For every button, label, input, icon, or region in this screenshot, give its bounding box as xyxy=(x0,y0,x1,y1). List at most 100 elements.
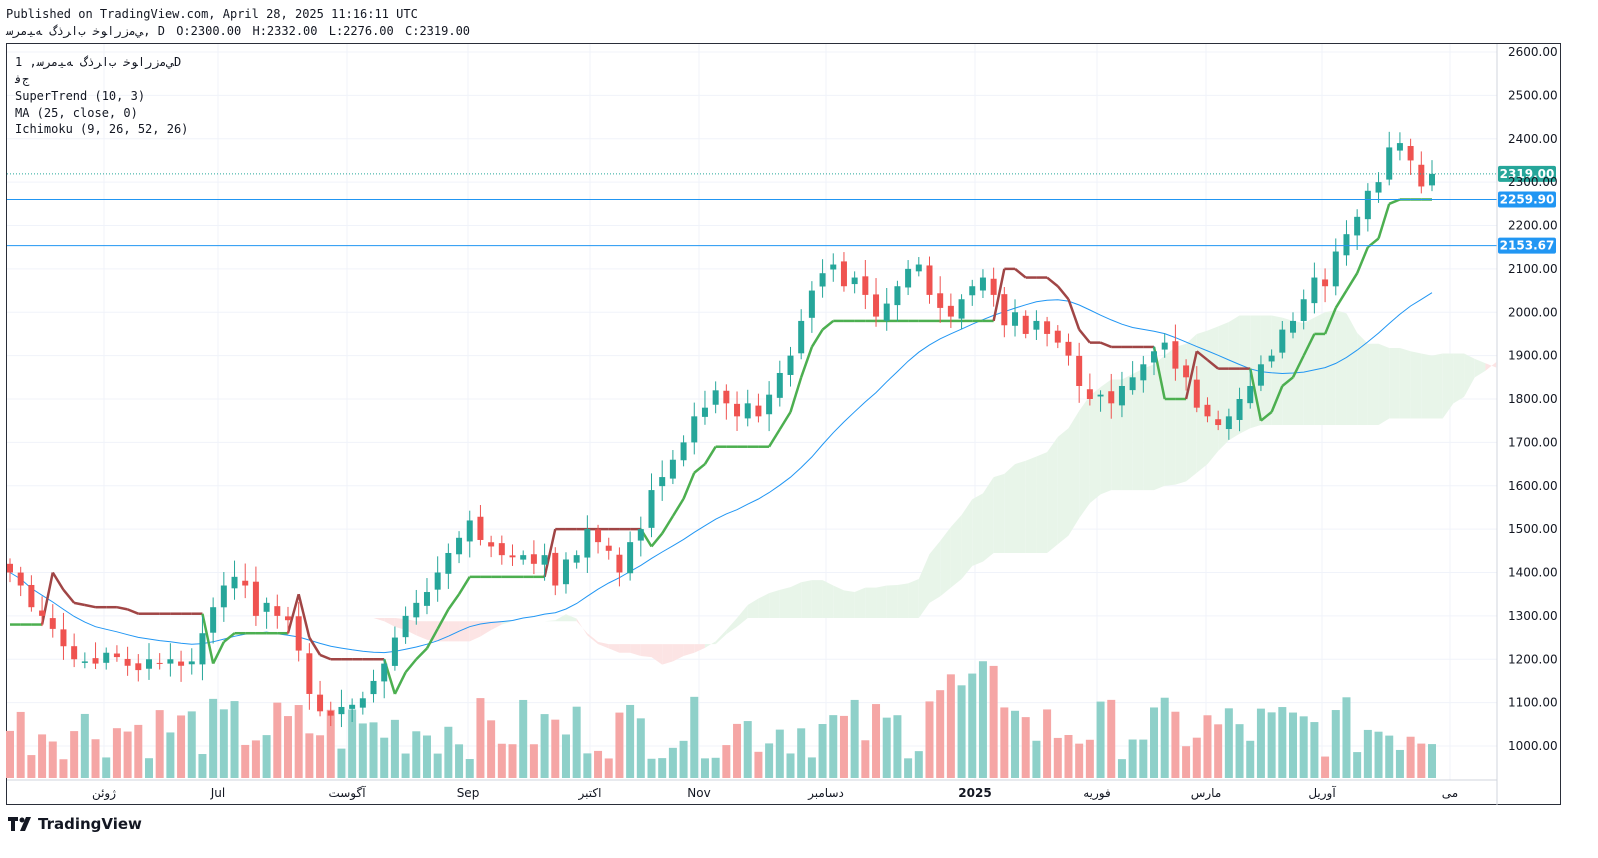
candle-body xyxy=(1140,364,1147,381)
candle-body xyxy=(1236,399,1243,420)
y-tick-label: 2300.00 xyxy=(1508,175,1558,189)
volume-bar xyxy=(444,726,453,778)
volume-bar xyxy=(679,740,688,778)
candle-body xyxy=(498,543,505,556)
legend-supertrend[interactable]: SuperTrend (10, 3) xyxy=(15,89,146,103)
volume-bar xyxy=(476,698,485,778)
supertrend-segment xyxy=(297,593,311,638)
candle-body xyxy=(210,607,217,633)
candle-body xyxy=(530,554,537,564)
x-tick-label: 2025 xyxy=(958,786,991,800)
cloud-segment xyxy=(1036,452,1048,553)
supertrend-segment xyxy=(436,608,450,630)
volume-bar xyxy=(1385,735,1394,778)
cloud-segment xyxy=(715,629,727,645)
volume-bar xyxy=(647,758,656,778)
supertrend-segment xyxy=(800,346,814,378)
candle-body xyxy=(1193,379,1200,408)
supertrend-segment xyxy=(127,608,139,615)
candle-body xyxy=(477,516,484,540)
candle-body xyxy=(1322,279,1329,287)
chart-frame[interactable] xyxy=(6,43,1561,805)
volume-bar xyxy=(487,720,496,778)
candle-body xyxy=(520,555,527,560)
cloud-segment xyxy=(373,618,385,622)
y-tick-label: 1600.00 xyxy=(1508,479,1558,493)
supertrend-segment xyxy=(1323,307,1337,335)
volume-bar xyxy=(241,744,250,778)
y-tick-label: 2400.00 xyxy=(1508,132,1558,146)
supertrend-segment xyxy=(821,319,835,331)
volume-bar xyxy=(262,735,271,778)
supertrend-segment xyxy=(457,576,471,595)
candle-body xyxy=(766,394,773,415)
cloud-segment xyxy=(1378,343,1390,426)
candle-body xyxy=(1065,341,1072,356)
tradingview-logo[interactable]: TradingView xyxy=(8,815,142,833)
volume-bar xyxy=(1011,710,1020,778)
candle-body xyxy=(17,572,24,586)
candle-body xyxy=(1300,299,1307,321)
cloud-segment xyxy=(1089,387,1101,504)
cloud-segment xyxy=(1175,343,1187,485)
volume-bar xyxy=(1246,740,1255,778)
y-axis[interactable]: 2600.00 2500.00 2400.00 2300.00 2200.00 2100.… xyxy=(1496,44,1558,805)
cloud-segment xyxy=(630,644,641,656)
candle-body xyxy=(1001,294,1008,326)
horizontal-lines[interactable]: 2319.00 2259.90 2153.67 xyxy=(7,165,1556,254)
candle-body xyxy=(573,555,580,563)
volume-bar xyxy=(91,739,100,778)
candle-body xyxy=(1044,321,1051,334)
y-tick-label: 1300.00 xyxy=(1508,609,1558,623)
candle-body xyxy=(349,704,356,709)
candle-body xyxy=(338,706,345,715)
horizontal-line-label: 2259.90 xyxy=(1500,193,1555,207)
candle-body xyxy=(381,663,388,682)
candle-body xyxy=(1396,143,1403,151)
candle-body xyxy=(466,520,473,542)
cloud-segment xyxy=(309,589,321,595)
cloud-segment xyxy=(1111,379,1122,491)
supertrend-segment xyxy=(703,446,717,465)
legend-ma[interactable]: MA (25, close, 0) xyxy=(15,106,138,120)
supertrend-segment xyxy=(286,593,300,634)
supertrend-segment xyxy=(84,603,96,609)
supertrend-segment xyxy=(223,632,236,643)
candle-body xyxy=(840,261,847,287)
x-axis[interactable]: ژوئن Jul آگوست Sep اکتبر Nov دسامبر 2025 فوریه ما… xyxy=(7,779,1497,801)
cloud-segment xyxy=(886,584,898,619)
candle-body xyxy=(135,663,142,671)
supertrend-segment xyxy=(1388,198,1401,205)
published-line: Published on TradingView.com, April 28, … xyxy=(6,7,418,21)
volume-bar xyxy=(904,758,913,778)
cloud-segment xyxy=(822,580,834,619)
cloud-segment xyxy=(1057,428,1069,545)
cloud-segment xyxy=(790,582,802,619)
volume-bar xyxy=(733,723,742,778)
candle-body xyxy=(1108,391,1115,404)
candle-body xyxy=(1257,364,1264,386)
volume-bar xyxy=(786,753,795,778)
volume-bar xyxy=(1235,724,1244,778)
legend-exchange: ﺝﻓ xyxy=(15,72,30,86)
volume-bar xyxy=(797,728,806,778)
volume-bar xyxy=(1107,699,1116,778)
cloud-segment xyxy=(598,641,609,649)
candle-body xyxy=(1012,312,1019,326)
supertrend-segment xyxy=(1078,328,1091,344)
cloud-segment xyxy=(1453,353,1465,404)
cloud-segment xyxy=(1357,332,1368,426)
cloud-segment xyxy=(1474,358,1486,378)
legend-ichimoku[interactable]: Ichimoku (9, 26, 52, 26) xyxy=(15,122,189,136)
volume-bar xyxy=(209,698,218,778)
supertrend-segment xyxy=(201,613,215,664)
cloud-segment xyxy=(1218,322,1229,452)
tradingview-icon xyxy=(8,817,31,831)
candle-body xyxy=(231,576,238,589)
supertrend-segment xyxy=(1281,376,1294,387)
candle-body xyxy=(370,680,377,695)
x-tick-label: ژوئن xyxy=(92,786,116,801)
volume-bar xyxy=(455,744,464,778)
candle-body xyxy=(947,305,954,317)
